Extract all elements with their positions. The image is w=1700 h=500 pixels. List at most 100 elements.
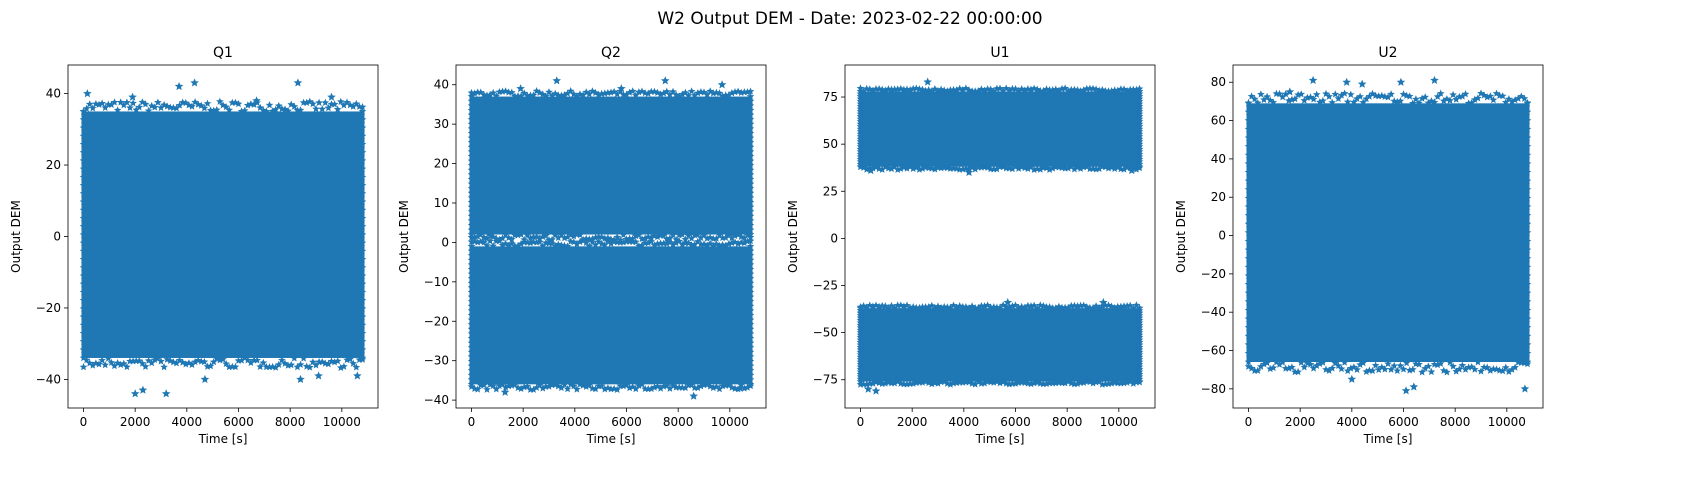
edge-point bbox=[928, 87, 936, 95]
panel-q1: 0 2000 4000 6000 8000 10000 −40 −20 0 20 40 Q1 Time … bbox=[9, 45, 379, 446]
axes-frame bbox=[844, 64, 1156, 409]
edge-point bbox=[467, 366, 476, 374]
edge-point bbox=[746, 375, 755, 383]
edge-point bbox=[1458, 92, 1467, 100]
edge-point bbox=[1393, 366, 1402, 375]
edge-point bbox=[508, 235, 516, 243]
edge-point bbox=[296, 106, 305, 114]
edge-point bbox=[293, 363, 302, 371]
edge-point bbox=[358, 288, 367, 296]
edge-point bbox=[746, 256, 755, 264]
edge-point bbox=[1288, 363, 1296, 371]
edge-point bbox=[271, 105, 280, 113]
axes-frame bbox=[455, 64, 767, 409]
edge-point bbox=[856, 348, 865, 356]
edge-point bbox=[862, 303, 871, 311]
edge-point bbox=[1135, 326, 1144, 334]
edge-point bbox=[1244, 358, 1253, 366]
edge-point bbox=[312, 361, 320, 369]
edge-point bbox=[746, 225, 755, 234]
edge-point bbox=[1368, 366, 1377, 375]
y-tick-label: −40 bbox=[36, 372, 61, 386]
edge-point bbox=[126, 103, 134, 112]
edge-point bbox=[856, 311, 865, 319]
edge-point bbox=[467, 279, 476, 287]
edge-point bbox=[563, 89, 572, 97]
edge-point bbox=[1135, 331, 1144, 339]
outlier-point bbox=[1342, 77, 1351, 86]
edge-point bbox=[1433, 92, 1442, 100]
edge-point bbox=[89, 361, 97, 369]
edge-point bbox=[1412, 95, 1420, 103]
y-tick-label: 30 bbox=[434, 117, 449, 131]
edge-point bbox=[1511, 96, 1519, 104]
edge-point bbox=[182, 360, 190, 368]
edge-point bbox=[613, 385, 621, 393]
edge-point bbox=[856, 321, 865, 329]
edge-point bbox=[1523, 263, 1532, 271]
outlier-point bbox=[161, 389, 171, 398]
edge-point bbox=[887, 164, 896, 173]
edge-point bbox=[1135, 99, 1144, 108]
edge-point bbox=[965, 304, 973, 312]
edge-point bbox=[856, 120, 865, 128]
edge-point bbox=[644, 89, 652, 97]
edge-point bbox=[573, 240, 581, 248]
outlier-point bbox=[1401, 386, 1411, 395]
y-tick-label: 50 bbox=[823, 137, 838, 151]
edge-point bbox=[628, 87, 637, 95]
edge-point bbox=[1365, 92, 1374, 100]
edge-point bbox=[467, 101, 476, 109]
edge-point bbox=[974, 303, 983, 312]
edge-point bbox=[489, 241, 497, 250]
edge-point bbox=[1244, 133, 1253, 142]
edge-point bbox=[85, 100, 94, 108]
edge-point bbox=[79, 337, 88, 345]
edge-point bbox=[856, 117, 865, 125]
edge-point bbox=[1418, 368, 1426, 376]
edge-point bbox=[268, 107, 277, 115]
x-tick-label: 8000 bbox=[275, 415, 306, 429]
edge-point bbox=[856, 331, 865, 339]
edge-point bbox=[358, 140, 367, 148]
edge-point bbox=[678, 240, 687, 248]
x-tick-label: 4000 bbox=[172, 415, 203, 429]
y-tick-label: −40 bbox=[1201, 305, 1226, 319]
edge-point bbox=[467, 216, 476, 224]
edge-point bbox=[480, 238, 488, 246]
edge-point bbox=[467, 212, 476, 220]
edge-point bbox=[79, 156, 88, 164]
edge-point bbox=[467, 166, 476, 174]
edge-point bbox=[287, 361, 295, 369]
y-axis-label: Output DEM bbox=[397, 200, 411, 273]
edge-point bbox=[1244, 289, 1253, 297]
edge-point bbox=[1343, 366, 1352, 375]
edge-point bbox=[669, 240, 677, 248]
edge-point bbox=[1381, 365, 1389, 373]
edge-point bbox=[1135, 306, 1144, 314]
edge-point bbox=[746, 175, 755, 183]
y-tick-label: 20 bbox=[1211, 190, 1226, 204]
edge-point bbox=[931, 165, 939, 173]
edge-point bbox=[358, 271, 367, 280]
edge-point bbox=[1278, 93, 1287, 101]
edge-point bbox=[492, 385, 501, 393]
edge-point bbox=[924, 302, 933, 311]
edge-point bbox=[79, 140, 88, 148]
edge-point bbox=[740, 238, 749, 247]
edge-point bbox=[79, 329, 88, 337]
edge-point bbox=[1523, 297, 1532, 305]
edge-point bbox=[358, 329, 367, 337]
edge-point bbox=[1523, 314, 1532, 323]
edge-point bbox=[1076, 87, 1085, 95]
edge-point bbox=[1135, 333, 1144, 341]
edge-point bbox=[216, 97, 224, 105]
edge-point bbox=[1244, 159, 1253, 167]
edge-point bbox=[467, 311, 476, 319]
edge-point bbox=[492, 92, 501, 100]
edge-point bbox=[290, 102, 299, 110]
edge-point bbox=[856, 372, 865, 380]
edge-point bbox=[1244, 314, 1253, 323]
edge-point bbox=[746, 320, 755, 328]
edge-point bbox=[1135, 311, 1144, 319]
